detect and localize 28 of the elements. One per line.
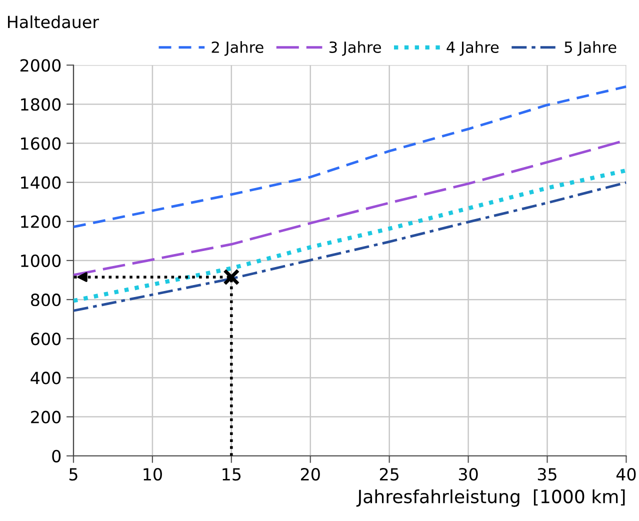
y-tick-label: 600 <box>31 332 61 346</box>
x-tick-label: 40 <box>616 468 636 481</box>
x-tick-label: 5 <box>69 468 78 481</box>
x-tick-label: 15 <box>222 468 241 481</box>
y-tick-label: 1000 <box>21 254 61 268</box>
y-tick-label: 800 <box>30 294 61 306</box>
y-tick-label: 200 <box>31 410 61 424</box>
legend-label: 2 Jahre <box>212 41 264 56</box>
x-tick-label: 20 <box>300 468 320 481</box>
line-series <box>73 181 626 312</box>
line-series <box>73 168 626 303</box>
y-tick-label: 1200 <box>21 215 61 228</box>
y-tick-label: 1800 <box>21 98 61 111</box>
legend-label: 5 Jahre <box>564 41 616 56</box>
y-tick-label: 1400 <box>21 176 61 189</box>
legend-title: Haltedauer <box>8 15 100 28</box>
x-tick-label: 10 <box>144 468 162 481</box>
x-tick-label: 35 <box>538 468 556 481</box>
y-tick-label: 2000 <box>20 59 61 72</box>
legend-label: 4 Jahre <box>446 41 499 56</box>
line-series <box>73 85 626 228</box>
x-tick-label: 30 <box>458 468 478 481</box>
x-axis-title: Jahresfahrleistung [1000 km] <box>356 489 625 507</box>
y-tick-label: 0 <box>52 450 61 462</box>
y-tick-label: 400 <box>30 372 61 384</box>
y-tick-label: 1600 <box>21 137 61 150</box>
x-tick-label: 25 <box>380 468 398 481</box>
legend-label: 3 Jahre <box>329 41 381 56</box>
